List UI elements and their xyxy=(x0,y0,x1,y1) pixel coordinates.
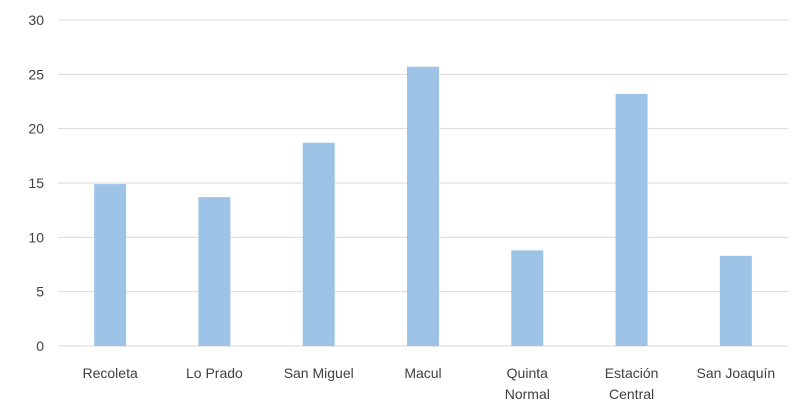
x-category-label: Lo Prado xyxy=(186,365,243,381)
y-tick-label: 25 xyxy=(28,66,44,82)
x-category-label: Estación Central xyxy=(605,365,659,402)
bars xyxy=(94,66,752,346)
bar xyxy=(511,250,544,346)
y-axis-ticks: 0 5 10 15 20 25 30 xyxy=(28,12,44,354)
x-axis-categories: Recoleta Lo Prado San Miguel Macul Quinta Nor… xyxy=(83,365,776,402)
y-tick-label: 0 xyxy=(36,338,44,354)
x-category-label: Quinta Normal xyxy=(505,365,550,402)
y-tick-label: 15 xyxy=(28,175,44,191)
bar xyxy=(407,66,439,346)
bar xyxy=(719,255,752,346)
x-category-label: Macul xyxy=(404,365,441,381)
bar xyxy=(615,93,648,346)
y-tick-label: 20 xyxy=(28,121,44,137)
x-category-label: San Joaquín xyxy=(697,365,776,381)
x-category-label: Recoleta xyxy=(83,365,138,381)
bar xyxy=(302,142,335,346)
y-tick-label: 10 xyxy=(28,229,44,245)
bar xyxy=(94,184,127,346)
y-tick-label: 5 xyxy=(36,284,44,300)
bar xyxy=(198,197,231,346)
y-tick-label: 30 xyxy=(28,12,44,28)
x-category-label: San Miguel xyxy=(284,365,354,381)
